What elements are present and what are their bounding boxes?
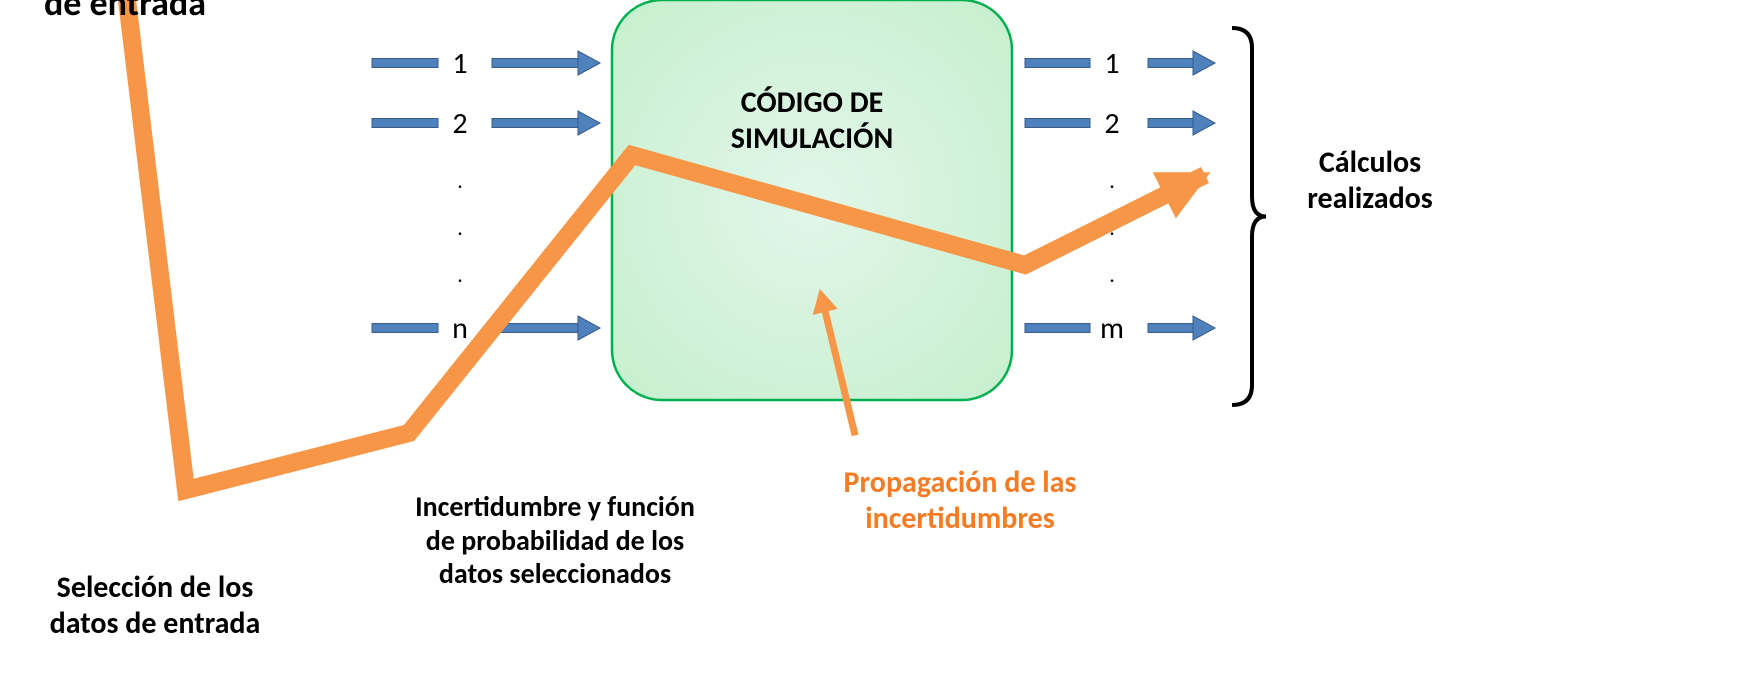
output-index: 2 [1104,105,1119,142]
propagacion-label: Propagación de las incertidumbres [660,465,1260,537]
output-index: 1 [1104,45,1119,82]
input-index: 1 [452,45,467,82]
simulation-code-label: CÓDIGO DE SIMULACIÓN [612,85,1012,157]
topLeft-label: de entrada [0,0,425,25]
calculos-label: Cálculos realizados [1070,145,1670,217]
output-index: m [1100,310,1124,347]
input-index: n [452,310,468,347]
input-index: 2 [452,105,467,142]
ellipsis-dot: . [457,214,463,241]
ellipsis-dot: . [1109,261,1115,288]
ellipsis-dot: . [457,261,463,288]
ellipsis-dot: . [457,167,463,194]
